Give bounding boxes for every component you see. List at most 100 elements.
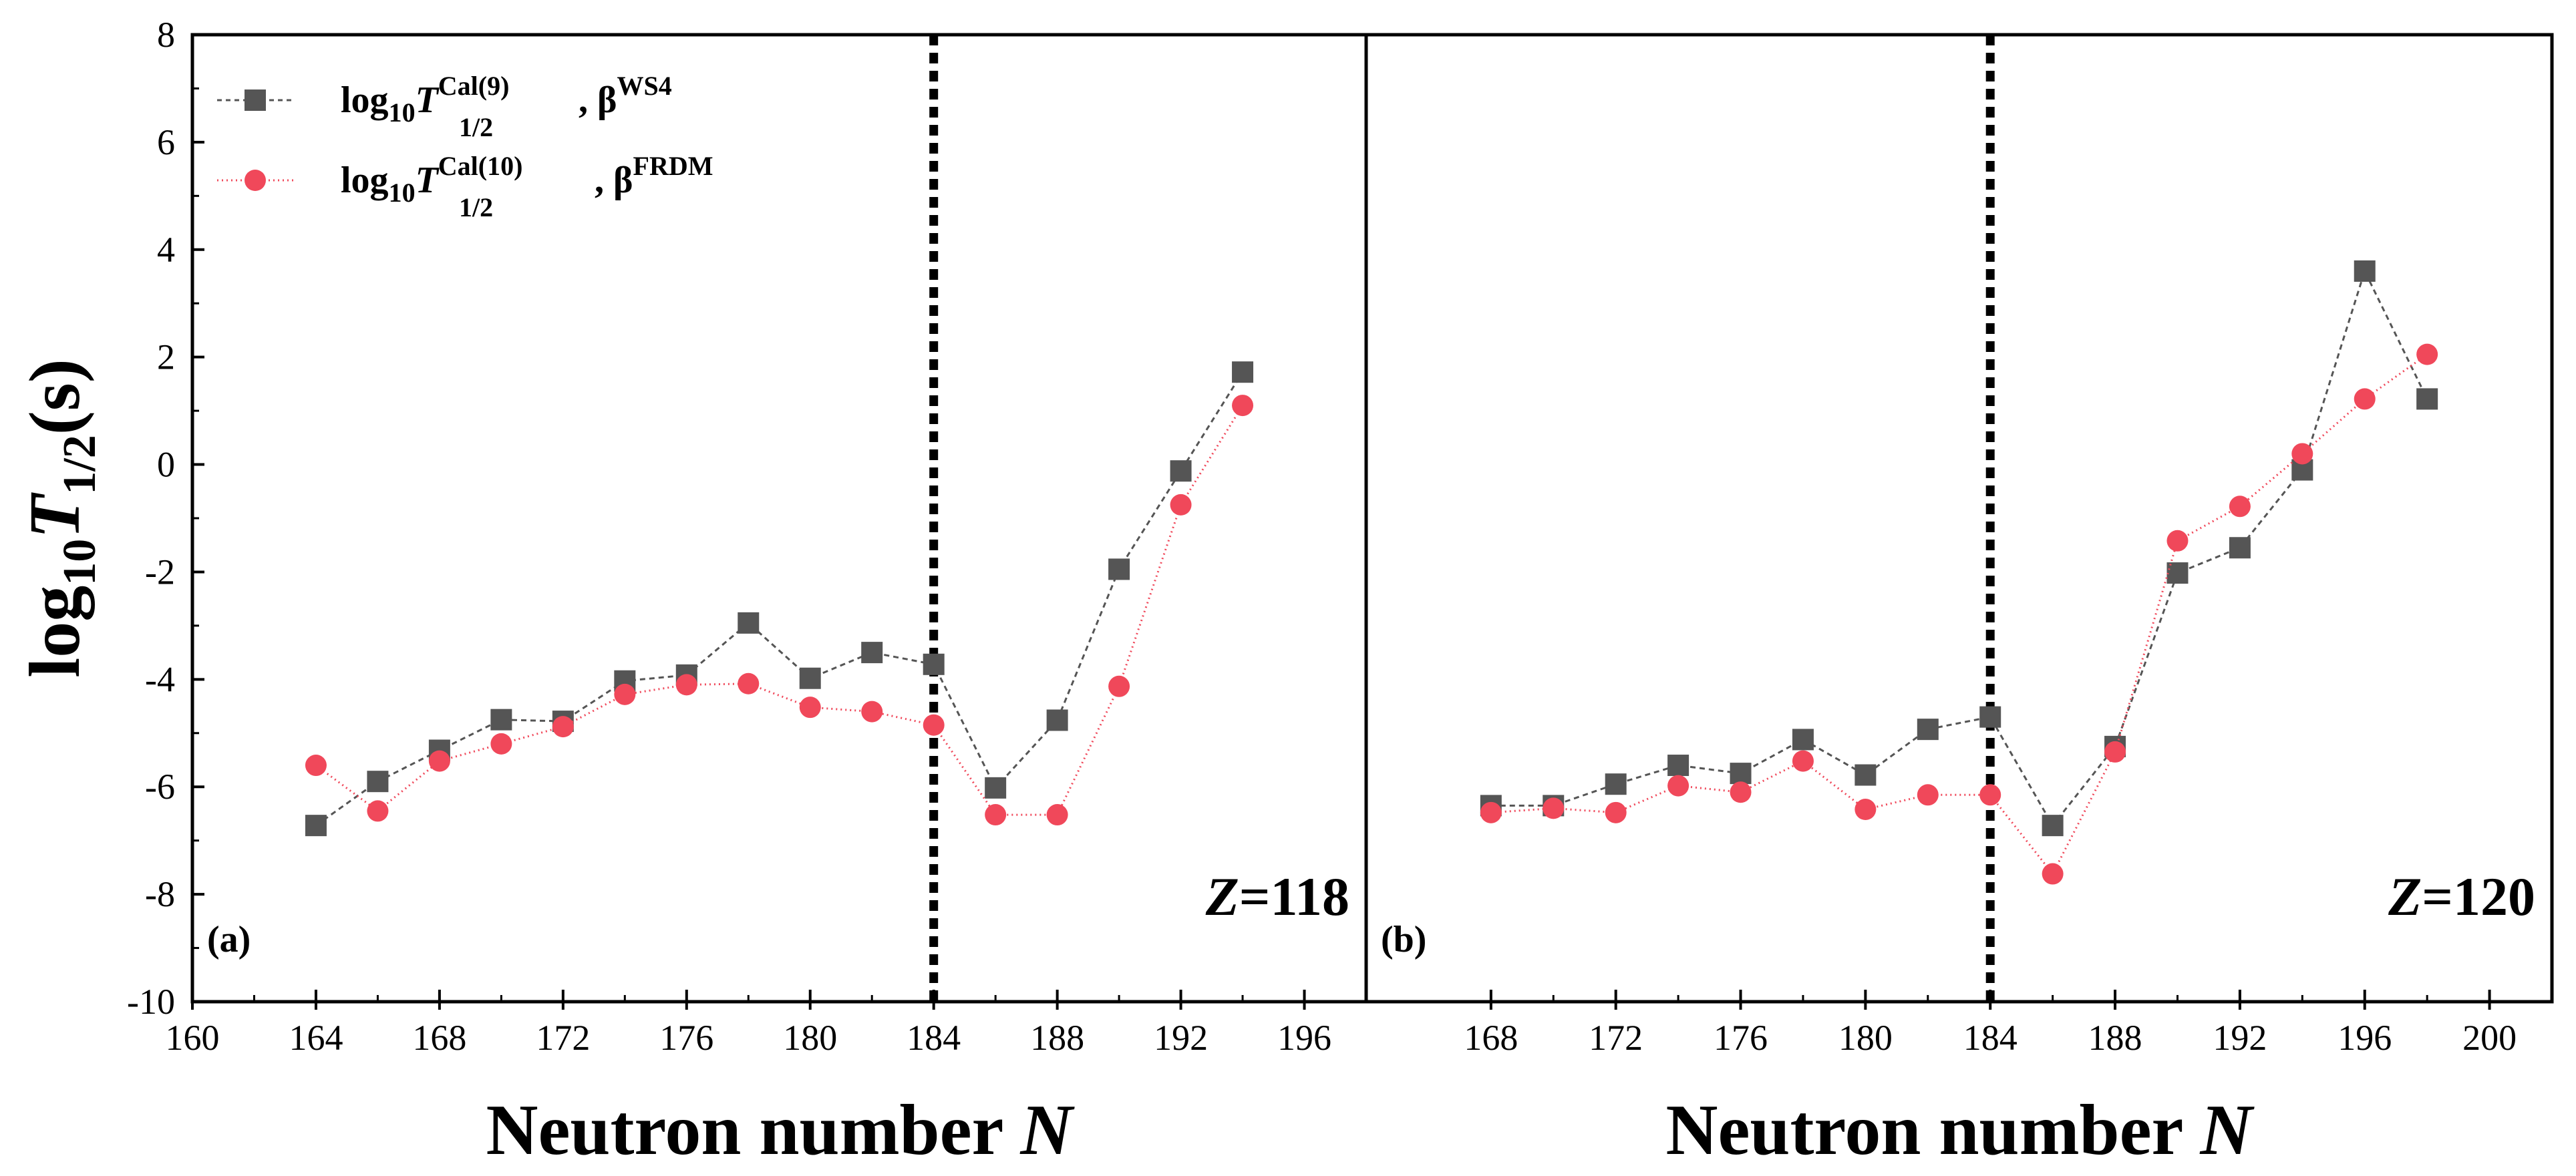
x-tick-label: 180 [783, 1018, 837, 1058]
data-point-frdm [861, 701, 883, 723]
data-point-frdm [1480, 801, 1502, 823]
data-point-frdm [675, 674, 697, 696]
data-point-ws4 [1170, 460, 1192, 482]
data-point-frdm [923, 714, 945, 736]
data-point-ws4 [2416, 388, 2438, 410]
data-point-frdm [1730, 781, 1752, 803]
data-point-ws4 [1046, 709, 1068, 731]
x-tick-label: 172 [536, 1018, 590, 1058]
y-tick-label: 4 [157, 230, 175, 270]
data-point-ws4 [1855, 764, 1877, 786]
y-tick-label: 6 [157, 122, 175, 162]
data-point-frdm [2291, 443, 2313, 465]
data-point-frdm [428, 750, 450, 772]
data-point-frdm [490, 733, 512, 755]
data-point-ws4 [1232, 361, 1254, 383]
data-point-frdm [1979, 784, 2001, 806]
data-point-frdm [2104, 741, 2126, 763]
x-tick-label: 200 [2462, 1018, 2517, 1058]
x-axis-title: Neutron number N [1665, 1091, 2255, 1170]
data-point-ws4 [1917, 719, 1939, 741]
data-point-frdm [2166, 530, 2189, 552]
x-tick-label: 160 [166, 1018, 220, 1058]
plot-frame [1364, 33, 2554, 1004]
y-tick-label: -4 [145, 659, 175, 699]
x-tick-label: 192 [1154, 1018, 1208, 1058]
data-point-ws4 [1108, 558, 1130, 580]
panel-a: 160 164 168 172 176 180 184 188 192 196 Neutron nu… [166, 33, 1368, 1170]
y-tick-label: -6 [145, 767, 175, 807]
data-point-frdm [614, 683, 636, 705]
x-tick-label: 172 [1589, 1018, 1643, 1058]
series-line-frdm [315, 405, 1244, 816]
data-point-ws4 [1667, 755, 1689, 777]
x-tick-label: 168 [412, 1018, 466, 1058]
x-tick-label: 196 [2338, 1018, 2392, 1058]
panel-b: 168 172 176 180 184 188 192 196 200 Neutron numbe… [1364, 33, 2554, 1170]
data-point-ws4 [305, 815, 327, 837]
data-point-frdm [1792, 750, 1814, 772]
plot-layer: 8 6 4 2 0 -2 -4 -6 -8 -10 log10T1/2(s) 160 164 168 172… [15, 15, 2554, 1170]
data-point-frdm [1605, 801, 1627, 823]
x-axis-title: Neutron number N [486, 1091, 1075, 1170]
data-point-ws4 [2042, 815, 2064, 837]
legend-label-frdm: log10TCal(10) 1/2, βFRDM [341, 151, 713, 222]
data-point-frdm [2416, 343, 2438, 365]
data-point-frdm [1667, 775, 1689, 797]
panel-tag: (b) [1381, 919, 1426, 960]
data-point-frdm [1917, 784, 1939, 806]
data-point-frdm [2042, 863, 2064, 885]
data-point-frdm [305, 755, 327, 777]
data-point-ws4 [1792, 729, 1814, 751]
x-tick-label: 192 [2213, 1018, 2267, 1058]
data-point-ws4 [861, 642, 883, 664]
data-point-frdm [985, 804, 1007, 826]
data-point-ws4 [1605, 773, 1627, 795]
legend: log10TCal(9) 1/2, βWS4 log10TCal(10) 1/2, … [217, 71, 713, 222]
y-tick-label: -10 [127, 982, 175, 1022]
y-tick-label: -8 [145, 874, 175, 914]
x-tick-label: 184 [1963, 1018, 2018, 1058]
z-label: Z=118 [1205, 866, 1349, 927]
data-point-frdm [2229, 496, 2251, 518]
data-point-frdm [1855, 799, 1877, 821]
x-tick-label: 184 [907, 1018, 961, 1058]
data-point-frdm [367, 800, 389, 822]
x-tick-label: 196 [1277, 1018, 1331, 1058]
data-point-frdm [738, 672, 760, 695]
x-tick-label: 168 [1464, 1018, 1518, 1058]
x-tick-label: 176 [1714, 1018, 1768, 1058]
data-point-ws4 [367, 771, 389, 793]
x-tick-label: 164 [289, 1018, 343, 1058]
y-tick-label: 2 [157, 337, 175, 377]
series-line-frdm [1490, 353, 2428, 876]
data-point-frdm [552, 716, 574, 738]
data-point-ws4 [1730, 763, 1752, 785]
data-point-ws4 [2354, 260, 2376, 282]
data-point-ws4 [2166, 562, 2189, 584]
z-label: Z=120 [2388, 866, 2535, 927]
legend-label-ws4: log10TCal(9) 1/2, βWS4 [341, 71, 672, 142]
data-point-ws4 [490, 709, 512, 731]
y-axis-title: log10T1/2(s) [15, 359, 106, 677]
y-tick-label: -2 [145, 552, 175, 592]
data-point-ws4 [923, 653, 945, 675]
panel-tag: (a) [207, 919, 251, 960]
data-point-ws4 [2229, 537, 2251, 559]
x-tick-label: 176 [659, 1018, 713, 1058]
data-point-frdm [1543, 797, 1565, 819]
data-point-frdm [799, 697, 821, 719]
x-tick-label: 180 [1838, 1018, 1893, 1058]
data-point-frdm [1232, 395, 1254, 417]
x-tick-label: 188 [1030, 1018, 1084, 1058]
data-point-ws4 [799, 667, 821, 689]
data-point-ws4 [738, 612, 760, 634]
y-tick-label: 8 [157, 15, 175, 55]
data-point-ws4 [985, 777, 1007, 799]
series-line-ws4 [315, 371, 1244, 827]
data-point-frdm [2354, 388, 2376, 410]
legend-entry-frdm: log10TCal(10) 1/2, βFRDM [217, 151, 713, 222]
data-point-frdm [1170, 494, 1192, 516]
data-point-ws4 [1979, 706, 2001, 728]
